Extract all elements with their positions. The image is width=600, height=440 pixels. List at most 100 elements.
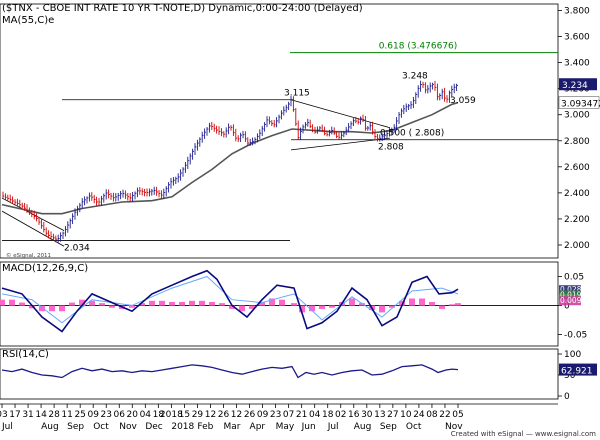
x-tick-label: 08	[426, 410, 438, 420]
x-tick-label: 18	[322, 410, 334, 420]
x-tick-label: 27	[387, 410, 398, 420]
credit-text: Created with eSignal — www.esignal.com	[451, 430, 596, 438]
x-tick-label: 11	[61, 410, 72, 420]
price-y-tick-label: 3.000	[564, 111, 590, 121]
x-tick-label: 16	[348, 410, 360, 420]
x-tick-label: 29	[192, 410, 204, 420]
x-month-label: 2018	[171, 422, 194, 432]
x-month-label: Nov	[119, 422, 137, 432]
macd-histogram-bar	[455, 303, 461, 306]
x-tick-label: 30	[361, 410, 373, 420]
ma-value-badge	[558, 96, 600, 109]
macd-histogram-bar	[219, 303, 225, 306]
x-tick-label: 02	[335, 410, 346, 420]
macd-histogram-bar	[229, 305, 235, 309]
macd-histogram-bar	[9, 299, 15, 306]
macd-value-badge	[559, 285, 581, 295]
x-tick-label: 15	[179, 410, 190, 420]
x-tick-label: 23	[270, 410, 281, 420]
panel-frame-1	[0, 261, 559, 347]
macd-histogram-bar	[249, 305, 255, 309]
x-tick-label: 09	[257, 410, 269, 420]
macd-value-text: 0.028	[560, 285, 582, 294]
macd-y-tick-label: 0	[564, 301, 570, 311]
x-tick-label: 20	[127, 410, 139, 420]
x-month-label: Nov	[445, 422, 463, 432]
price-annotation: 3.059	[450, 96, 476, 106]
x-tick-label: 14	[35, 410, 47, 420]
x-month-label: Oct	[93, 422, 109, 432]
esignal-watermark: © eSignal, 2011	[6, 252, 51, 259]
x-tick-label: 28	[48, 410, 60, 420]
macd-histogram-bar	[239, 305, 245, 312]
last-price-badge	[559, 78, 597, 91]
price-y-tick-label: 2.600	[564, 163, 590, 173]
macd-histogram-bar	[79, 299, 85, 306]
macd-histogram-bar	[149, 300, 155, 306]
x-tick-label: 07	[283, 410, 294, 420]
ma-label: MA(55,C)e	[2, 15, 54, 26]
macd-histogram-bar	[399, 300, 405, 306]
x-tick-label: 22	[439, 410, 450, 420]
x-tick-label: 10	[400, 410, 412, 420]
x-month-label: Jul	[327, 422, 339, 432]
macd-histogram-bar	[169, 301, 175, 306]
macd-histogram-bar	[309, 305, 315, 312]
macd-histogram-bar	[189, 300, 195, 306]
x-month-label: Jul	[1, 422, 13, 432]
panel-frame-0	[0, 3, 559, 259]
fib-label: 0.618 (3.476676)	[379, 42, 458, 52]
price-annotation: 0.500 ( 2.808)	[380, 129, 444, 139]
x-tick-label: 24	[413, 410, 425, 420]
rsi-y-tick-label: 0	[564, 392, 570, 402]
macd-histogram-bar	[349, 298, 355, 306]
x-tick-label: 18	[153, 410, 165, 420]
chart-title: ($TNX - CBOE INT RATE 10 YR T-NOTE,D) Dy…	[2, 3, 363, 14]
x-tick-label: 12	[231, 410, 242, 420]
rsi-value-badge	[559, 363, 597, 376]
x-tick-label: 2018	[160, 410, 183, 420]
macd-histogram-bar	[89, 300, 95, 306]
macd-histogram-bar	[19, 302, 25, 306]
macd-histogram-bar	[159, 300, 165, 306]
macd-histogram-bar	[419, 298, 425, 306]
macd-histogram-bar	[359, 303, 365, 306]
x-month-label: Dec	[145, 422, 162, 432]
macd-histogram-bar	[29, 305, 35, 309]
macd-histogram-bar	[429, 301, 435, 306]
macd-histogram-bar	[329, 305, 335, 308]
macd-histogram-bar	[199, 300, 205, 306]
macd-histogram-bar	[69, 302, 75, 306]
rsi-line	[1, 364, 459, 379]
x-tick-label: 06	[114, 410, 126, 420]
macd-histogram-bar	[209, 301, 215, 306]
x-month-label: Apr	[250, 422, 266, 432]
rsi-y-tick-label: 50	[564, 371, 576, 381]
macd-y-tick-label: 0.05	[564, 272, 584, 282]
macd-signal-line	[1, 275, 459, 324]
x-month-label: Sep	[380, 422, 397, 432]
last-price-text: 3.234	[562, 81, 588, 91]
x-month-label: Aug	[354, 422, 372, 432]
x-month-label: May	[276, 422, 295, 432]
macd-histogram-bar	[0, 299, 5, 306]
price-annotation: 2.034	[64, 244, 90, 254]
macd-histogram-bar	[439, 305, 445, 309]
x-tick-label: 21	[296, 410, 307, 420]
x-month-label: Sep	[67, 422, 84, 432]
macd-histogram-bar	[259, 301, 265, 306]
macd-histogram-bar	[319, 305, 325, 309]
macd-histogram-bar	[409, 298, 415, 306]
macd-value-badge	[559, 296, 581, 306]
price-y-tick-label: 2.200	[564, 215, 590, 225]
price-y-tick-label: 2.000	[564, 241, 590, 251]
x-tick-label: 23	[101, 410, 112, 420]
x-month-label: Mar	[223, 422, 240, 432]
macd-value-badge	[559, 290, 581, 300]
macd-histogram-bar	[49, 305, 55, 312]
macd-histogram-bar	[299, 305, 305, 313]
price-y-tick-label: 3.400	[564, 59, 590, 69]
rsi-title: RSI(14,C)	[2, 349, 49, 360]
macd-histogram-bar	[379, 305, 385, 313]
